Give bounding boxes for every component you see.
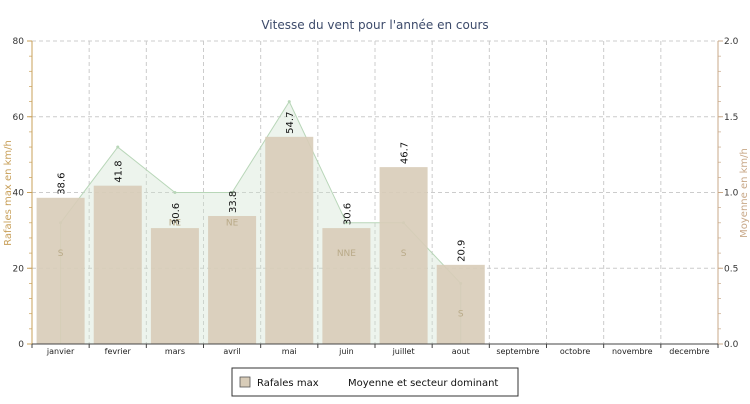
legend-swatch-gusts xyxy=(239,376,251,388)
direction-label: S xyxy=(458,309,464,319)
y-axis-label-right: Moyenne en km/h xyxy=(739,148,750,238)
gust-bar xyxy=(36,197,85,344)
direction-label: S xyxy=(401,249,407,259)
gust-value-label: 41.8 xyxy=(114,160,125,182)
x-tick-label: octobre xyxy=(560,347,591,356)
gust-value-label: 54.7 xyxy=(285,112,296,134)
y-tick-label-right: 1.5 xyxy=(724,113,738,123)
chart-title: Vitesse du vent pour l'année en cours xyxy=(261,18,488,32)
average-point xyxy=(344,221,348,225)
gust-bar xyxy=(208,215,257,344)
average-point xyxy=(287,100,291,104)
direction-label: NE xyxy=(169,219,182,229)
value-labels: 38.6 41.8 30.6 33.8 54.7 30.6 46.7 20.9 xyxy=(57,112,468,262)
x-tick-label: juin xyxy=(338,347,354,356)
y-tick-label-right: 2.0 xyxy=(724,37,739,47)
y-tick-label-left: 80 xyxy=(13,37,25,47)
x-tick-label: fevrier xyxy=(105,347,132,356)
gust-bar xyxy=(265,136,314,344)
direction-labels: S NE NE NNE S S xyxy=(58,219,464,320)
y-tick-label-left: 40 xyxy=(13,189,25,199)
y-tick-label-right: 0.5 xyxy=(724,264,738,274)
gust-bar xyxy=(322,228,371,344)
x-tick-label: janvier xyxy=(46,347,75,356)
legend-box xyxy=(231,367,519,397)
gust-value-label: 33.8 xyxy=(228,191,239,213)
axes: 0 20 40 60 80 0.0 0.5 1.0 1.5 2.0 janvier fevrier ma… xyxy=(13,37,739,356)
y-tick-label-right: 0.0 xyxy=(724,340,739,350)
x-tick-label: avril xyxy=(223,347,240,356)
x-tick-label: novembre xyxy=(612,347,653,356)
y-tick-label-left: 20 xyxy=(13,264,25,274)
gust-value-label: 20.9 xyxy=(457,240,468,262)
y-tick-label-left: 0 xyxy=(18,340,24,350)
direction-label: NE xyxy=(226,219,239,229)
gust-bar xyxy=(93,185,142,344)
direction-label: NNE xyxy=(337,249,356,259)
y-axis-label-left: Rafales max en km/h xyxy=(3,140,14,246)
legend-label-gusts: Rafales max xyxy=(257,378,319,389)
gust-value-label: 46.7 xyxy=(400,142,411,164)
y-tick-label-right: 1.0 xyxy=(724,189,739,199)
grid xyxy=(32,40,718,344)
x-tick-label: aout xyxy=(452,347,470,356)
average-point xyxy=(230,191,234,194)
y-tick-label-left: 60 xyxy=(13,113,25,123)
gust-value-label: 30.6 xyxy=(171,203,182,225)
direction-label: S xyxy=(58,249,64,259)
x-tick-label: septembre xyxy=(496,347,539,356)
x-tick-label: mai xyxy=(282,347,297,356)
gust-bar xyxy=(436,264,485,344)
x-tick-label: juillet xyxy=(392,347,415,356)
gust-bar-series xyxy=(36,136,485,344)
x-tick-label: decembre xyxy=(669,347,709,356)
average-point xyxy=(173,191,177,194)
gust-value-label: 38.6 xyxy=(57,173,68,195)
x-tick-label: mars xyxy=(165,347,185,356)
legend: Rafales max Moyenne et secteur dominant xyxy=(231,367,519,397)
gust-value-label: 30.6 xyxy=(342,203,353,225)
average-point xyxy=(116,145,120,149)
legend-label-average: Moyenne et secteur dominant xyxy=(348,378,498,389)
gust-bar xyxy=(379,167,428,344)
gust-bar xyxy=(150,228,199,344)
